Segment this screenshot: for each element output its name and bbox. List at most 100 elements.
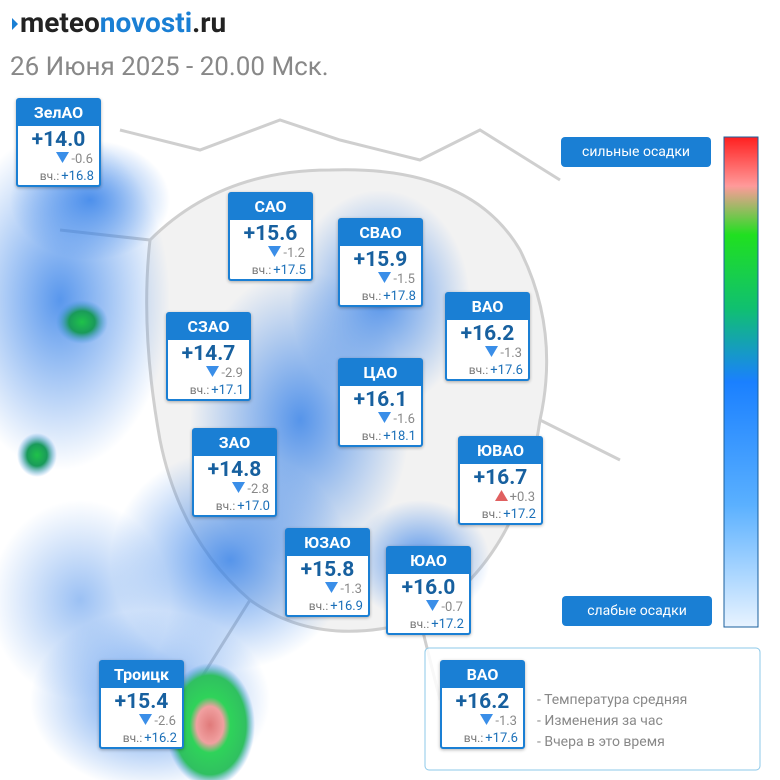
yesterday-value: +17.6 (485, 731, 518, 746)
yesterday-value: +17.8 (383, 289, 416, 304)
hourly-change: -2.6 (101, 714, 182, 730)
change-value: -1.3 (340, 582, 362, 597)
district-card: ЦАО +16.1 -1.6 вч.: +18.1 (338, 358, 423, 447)
trend-icon (485, 346, 499, 357)
trend-icon (378, 272, 392, 283)
temperature: +14.8 (207, 458, 262, 482)
subtitle: 26 Июня 2025 - 20.00 Мск. (10, 52, 329, 82)
yesterday: вч.: +16.2 (101, 730, 182, 747)
yesterday: вч.: +17.2 (388, 616, 469, 633)
district-card: ВАО +16.2 -1.3 вч.: +17.6 (445, 292, 530, 381)
yesterday-label: вч.: (308, 599, 329, 613)
hourly-change: +0.3 (460, 490, 541, 506)
yesterday: вч.: +17.6 (447, 362, 528, 379)
yesterday-value: +17.2 (503, 507, 536, 522)
logo-part: novosti (99, 6, 193, 39)
district-card: СВАО +15.9 -1.5 вч.: +17.8 (338, 218, 423, 307)
district-card: Троицк +15.4 -2.6 вч.: +16.2 (99, 660, 184, 749)
hourly-change: -2.8 (194, 482, 275, 498)
trend-icon (494, 490, 508, 501)
yesterday-value: +18.1 (383, 429, 416, 444)
yesterday: вч.: +17.8 (340, 288, 421, 305)
district-name: Троицк (101, 662, 182, 688)
temperature: +14.0 (31, 128, 86, 152)
yesterday-value: +17.6 (490, 363, 523, 378)
trend-icon (268, 246, 282, 257)
yesterday: вч.: +16.8 (18, 168, 99, 185)
district-card: ЮЗАО +15.8 -1.3 вч.: +16.9 (285, 528, 370, 617)
change-value: -2.9 (221, 366, 243, 381)
district-card: ЗелАО +14.0 -0.6 вч.: +16.8 (16, 98, 101, 187)
yesterday-label: вч.: (468, 363, 489, 377)
color-scale (723, 136, 759, 628)
yesterday-value: +16.2 (144, 731, 177, 746)
yesterday: вч.: +17.6 (442, 730, 523, 747)
temperature: +14.7 (181, 342, 236, 366)
temperature: +15.6 (243, 222, 298, 246)
yesterday: вч.: +16.9 (287, 598, 368, 615)
yesterday-label: вч.: (122, 731, 143, 745)
change-value: -1.2 (283, 246, 305, 261)
scale-label: сильные осадки (561, 137, 711, 167)
yesterday-value: +17.5 (273, 263, 306, 278)
district-card: ЮВАО +16.7 +0.3 вч.: +17.2 (458, 436, 543, 525)
district-name: ВАО (447, 294, 528, 320)
change-value: -1.5 (393, 272, 415, 287)
yesterday-label: вч.: (251, 263, 272, 277)
legend-line: - Вчера в это время (537, 734, 665, 750)
yesterday-label: вч.: (189, 383, 210, 397)
change-value: -1.3 (500, 346, 522, 361)
hourly-change: -0.7 (388, 600, 469, 616)
district-card: САО +15.6 -1.2 вч.: +17.5 (228, 192, 313, 281)
district-name: ЗелАО (18, 100, 99, 126)
district-name: ЮВАО (460, 438, 541, 464)
district-name: СЗАО (168, 314, 249, 340)
yesterday-value: +16.8 (61, 169, 94, 184)
yesterday-label: вч.: (361, 429, 382, 443)
yesterday: вч.: +17.2 (460, 506, 541, 523)
logo-part: meteo (20, 6, 100, 39)
yesterday-value: +17.2 (431, 617, 464, 632)
yesterday-value: +16.9 (330, 599, 363, 614)
change-value: -0.6 (71, 152, 93, 167)
yesterday-label: вч.: (39, 169, 60, 183)
district-card: ВАО +16.2 -1.3 вч.: +17.6 (440, 660, 525, 749)
change-value: -1.6 (393, 412, 415, 427)
district-name: ЮЗАО (287, 530, 368, 556)
yesterday-label: вч.: (481, 507, 502, 521)
district-card: ЮАО +16.0 -0.7 вч.: +17.2 (386, 546, 471, 635)
yesterday: вч.: +18.1 (340, 428, 421, 445)
trend-icon (426, 600, 440, 611)
temperature: +16.7 (473, 466, 528, 490)
logo: meteonovosti.ru (20, 6, 226, 39)
trend-icon (56, 152, 70, 163)
district-name: ЦАО (340, 360, 421, 386)
hourly-change: -2.9 (168, 366, 249, 382)
temperature: +15.4 (114, 690, 169, 714)
logo-part: .ru (192, 6, 227, 39)
hourly-change: -1.3 (442, 714, 523, 730)
district-card: СЗАО +14.7 -2.9 вч.: +17.1 (166, 312, 251, 401)
hourly-change: -1.6 (340, 412, 421, 428)
change-value: -1.3 (495, 714, 517, 729)
trend-icon (480, 714, 494, 725)
district-name: ЮАО (388, 548, 469, 574)
trend-icon (206, 366, 220, 377)
yesterday: вч.: +17.0 (194, 498, 275, 515)
district-name: СВАО (340, 220, 421, 246)
hourly-change: -1.3 (287, 582, 368, 598)
hourly-change: -1.2 (230, 246, 311, 262)
logo-icon (12, 18, 18, 30)
temperature: +16.2 (460, 322, 515, 346)
district-name: ВАО (442, 662, 523, 688)
trend-icon (232, 482, 246, 493)
change-value: +0.3 (509, 490, 535, 505)
yesterday-label: вч.: (215, 499, 236, 513)
yesterday: вч.: +17.5 (230, 262, 311, 279)
yesterday-label: вч.: (361, 289, 382, 303)
scale-label: слабые осадки (562, 596, 712, 626)
change-value: -0.7 (441, 600, 463, 615)
temperature: +15.9 (353, 248, 408, 272)
temperature: +15.8 (300, 558, 355, 582)
hourly-change: -0.6 (18, 152, 99, 168)
